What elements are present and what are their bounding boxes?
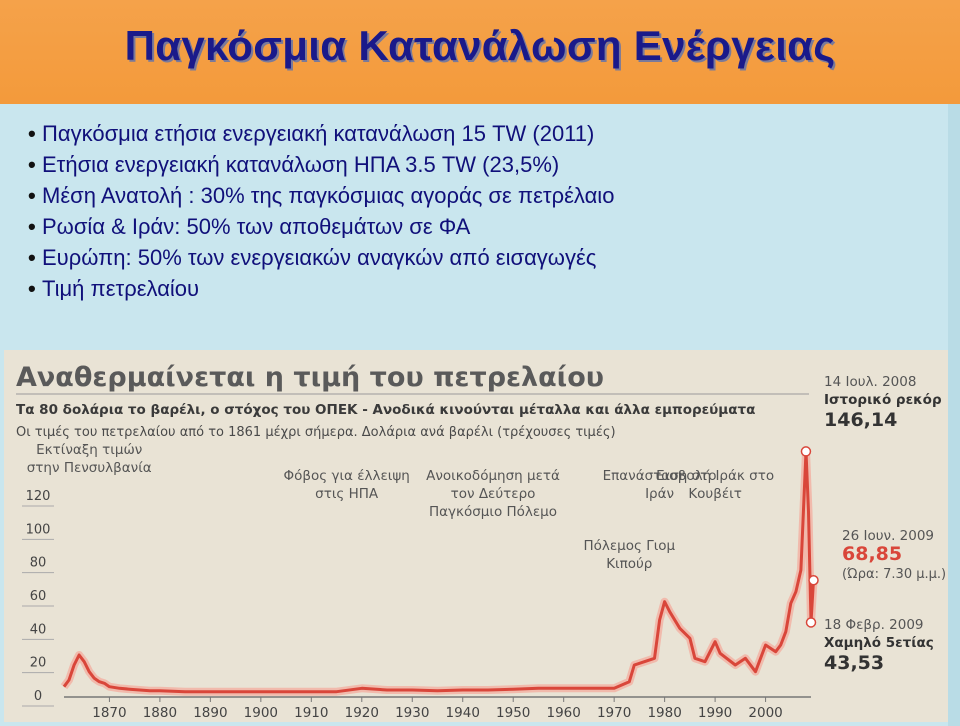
bullet-text: Μέση Ανατολή : 30% της παγκόσμιας αγοράς…: [42, 183, 615, 208]
chart-subtitle: Τα 80 δολάρια το βαρέλι, ο στόχος του ΟΠ…: [16, 402, 755, 418]
annotations-layer: Εκτίναξη τιμών στην Πενσυλβανία Φόβος για …: [27, 442, 774, 572]
x-tick-label: 1880: [143, 705, 177, 721]
callout-label: Χαμηλό 5ετίας: [824, 635, 934, 651]
annotation-label: τον Δεύτερο: [451, 486, 536, 502]
y-tick-label: 20: [30, 656, 47, 671]
x-axis: 1870 1880 1890 1900 1910 1920 1930 1940 1950 1960…: [64, 696, 811, 721]
x-tick-label: 1920: [345, 705, 379, 721]
y-tick-label: 80: [30, 556, 47, 571]
annotation-label: στις ΗΠΑ: [315, 486, 379, 502]
x-tick-label: 1890: [193, 705, 227, 721]
bullet-item: • Ετήσια ενεργειακή κατανάλωση ΗΠΑ 3.5 TW…: [28, 149, 614, 180]
x-tick-label: 1970: [597, 705, 631, 721]
bullet-dot-icon: •: [28, 121, 36, 146]
series-line: [62, 449, 815, 694]
bullet-text: Παγκόσμια ετήσια ενεργειακή κατανάλωση 1…: [42, 121, 595, 146]
annotation-label: Φόβος για έλλειψη: [283, 468, 409, 484]
bullet-item: • Τιμή πετρελαίου: [28, 273, 614, 304]
x-tick-label: 1950: [496, 705, 530, 721]
annotation-label: Επανάσταση στο: [603, 468, 717, 484]
y-tick-label: 120: [26, 489, 51, 504]
y-tick-label: 0: [34, 689, 42, 704]
callout-date: 18 Φεβρ. 2009: [824, 617, 924, 633]
oil-price-chart: Αναθερμαίνεται η τιμή του πετρελαίου Τα …: [4, 350, 948, 722]
callout-value: 146,14: [824, 409, 897, 431]
right-edge-strip: [948, 104, 960, 726]
title-bar: Παγκόσμια Κατανάλωση Ενέργειας: [0, 0, 960, 104]
callout-value: 68,85: [842, 543, 902, 565]
bullet-dot-icon: •: [28, 214, 36, 239]
bullet-dot-icon: •: [28, 276, 36, 301]
x-tick-label: 1980: [647, 705, 681, 721]
bullet-dot-icon: •: [28, 152, 36, 177]
bullet-item: • Ρωσία & Ιράν: 50% των αποθεμάτων σε ΦΑ: [28, 211, 614, 242]
callout-marker: [808, 575, 819, 586]
annotation-label: Ιράν: [645, 486, 674, 502]
y-tick-label: 40: [30, 622, 47, 637]
chart-svg: Αναθερμαίνεται η τιμή του πετρελαίου Τα …: [16, 362, 946, 721]
callout-marker: [805, 617, 817, 628]
bullet-dot-icon: •: [28, 245, 36, 270]
slide-title: Παγκόσμια Κατανάλωση Ενέργειας: [124, 22, 836, 69]
annotation-label: Εισβολή Ιράκ στο: [656, 468, 774, 484]
annotation-label: Εκτίναξη τιμών: [36, 442, 142, 458]
bullet-item: • Ευρώπη: 50% των ενεργειακών αναγκών από…: [28, 242, 614, 273]
y-tick-label: 100: [26, 522, 51, 537]
chart-title: Αναθερμαίνεται η τιμή του πετρελαίου: [16, 362, 604, 393]
x-tick-label: 1990: [698, 705, 732, 721]
x-tick-label: 1940: [446, 705, 480, 721]
y-axis: 0 20 40 60 80 100 120: [22, 489, 54, 707]
bullet-text: Τιμή πετρελαίου: [42, 276, 200, 301]
bullet-text: Ετήσια ενεργειακή κατανάλωση ΗΠΑ 3.5 TW …: [42, 152, 560, 177]
callout-date: 14 Ιουλ. 2008: [824, 374, 916, 390]
x-tick-label: 2000: [748, 705, 782, 721]
bullet-list: • Παγκόσμια ετήσια ενεργειακή κατανάλωση …: [28, 118, 614, 304]
x-tick-label: 1960: [547, 705, 581, 721]
bullet-item: • Παγκόσμια ετήσια ενεργειακή κατανάλωση …: [28, 118, 614, 149]
bullet-text: Ευρώπη: 50% των ενεργειακών αναγκών από …: [42, 245, 597, 270]
annotation-label: Πόλεμος Γιομ: [583, 538, 675, 554]
x-tick-label: 1910: [294, 705, 328, 721]
x-tick-label: 1870: [92, 705, 126, 721]
y-tick-label: 60: [30, 589, 47, 604]
callout-date: 26 Ιουν. 2009: [842, 528, 934, 544]
annotation-label: Κιπούρ: [606, 556, 652, 572]
callout-marker: [800, 446, 812, 457]
callout-label: Ιστορικό ρεκόρ: [824, 392, 942, 408]
bullet-text: Ρωσία & Ιράν: 50% των αποθεμάτων σε ΦΑ: [42, 214, 471, 239]
annotation-label: Κουβέιτ: [688, 486, 742, 502]
annotation-label: στην Πενσυλβανία: [27, 460, 152, 476]
annotation-label: Ανοικοδόμηση μετά: [426, 468, 560, 484]
x-tick-label: 1900: [244, 705, 278, 721]
series-layer: [60, 446, 819, 696]
x-tick-label: 1930: [395, 705, 429, 721]
annotation-label: Παγκόσμιο Πόλεμο: [429, 504, 557, 520]
bullet-dot-icon: •: [28, 183, 36, 208]
callout-value: 43,53: [824, 652, 884, 674]
bullet-item: • Μέση Ανατολή : 30% της παγκόσμιας αγορά…: [28, 180, 614, 211]
callout-label: (Ώρα: 7.30 μ.μ.): [842, 567, 946, 582]
chart-note: Οι τιμές του πετρελαίου από το 1861 μέχρ…: [16, 425, 616, 440]
